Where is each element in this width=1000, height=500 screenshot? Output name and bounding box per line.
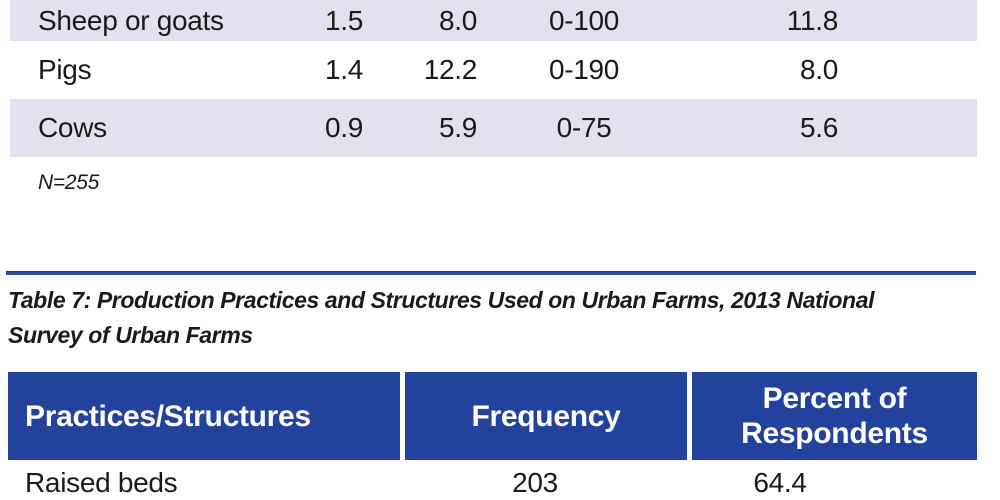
sample-size-note: N=255 [38, 171, 99, 194]
table-row-pigs: Pigs 1.4 12.2 0-190 8.0 [10, 41, 977, 99]
cell-range: 0-75 [556, 112, 612, 143]
cell-value: 8.0 [438, 4, 477, 36]
table7-caption: Table 7: Production Practices and Struct… [8, 283, 993, 353]
row-label: Cows [38, 112, 107, 143]
table7-caption-line2: Survey of Urban Farms [8, 322, 253, 348]
table7-caption-line1: Table 7: Production Practices and Struct… [8, 287, 875, 313]
practices-table-row-raised-beds: Raised beds 203 64.4 [8, 463, 977, 500]
cell-value: 1.4 [324, 54, 363, 85]
cell-value: 11.8 [786, 4, 839, 36]
practices-table-header: Practices/Structures Frequency Percent o… [8, 372, 977, 460]
cell-value: 12.2 [423, 54, 478, 85]
frequency-value: 203 [512, 467, 558, 498]
cell-value: 1.5 [324, 4, 363, 36]
cell-range: 0-190 [548, 54, 620, 85]
table-row-sheep-or-goats: Sheep or goats 1.5 8.0 0-100 11.8 [10, 0, 977, 41]
cell-value: 5.6 [799, 112, 838, 143]
row-label: Sheep or goats [38, 4, 224, 36]
column-divider [687, 372, 692, 460]
section-divider-rule [6, 271, 976, 275]
column-divider [400, 372, 405, 460]
cell-value: 0.9 [324, 112, 363, 143]
header-cell-frequency: Frequency [471, 399, 621, 433]
cell-range: 0-100 [548, 4, 620, 36]
practice-label: Raised beds [25, 467, 178, 498]
cell-value: 5.9 [438, 112, 477, 143]
percent-value: 64.4 [753, 467, 807, 498]
livestock-table: Sheep or goats 1.5 8.0 0-100 11.8 Pigs 1… [10, 0, 977, 200]
header-cell-percent-of-respondents: Percent of Respondents [741, 382, 928, 450]
row-label: Pigs [38, 54, 92, 85]
cell-value: 8.0 [799, 54, 838, 85]
table-row-cows: Cows 0.9 5.9 0-75 5.6 [10, 99, 977, 157]
header-cell-practices-structures: Practices/Structures [25, 399, 311, 433]
